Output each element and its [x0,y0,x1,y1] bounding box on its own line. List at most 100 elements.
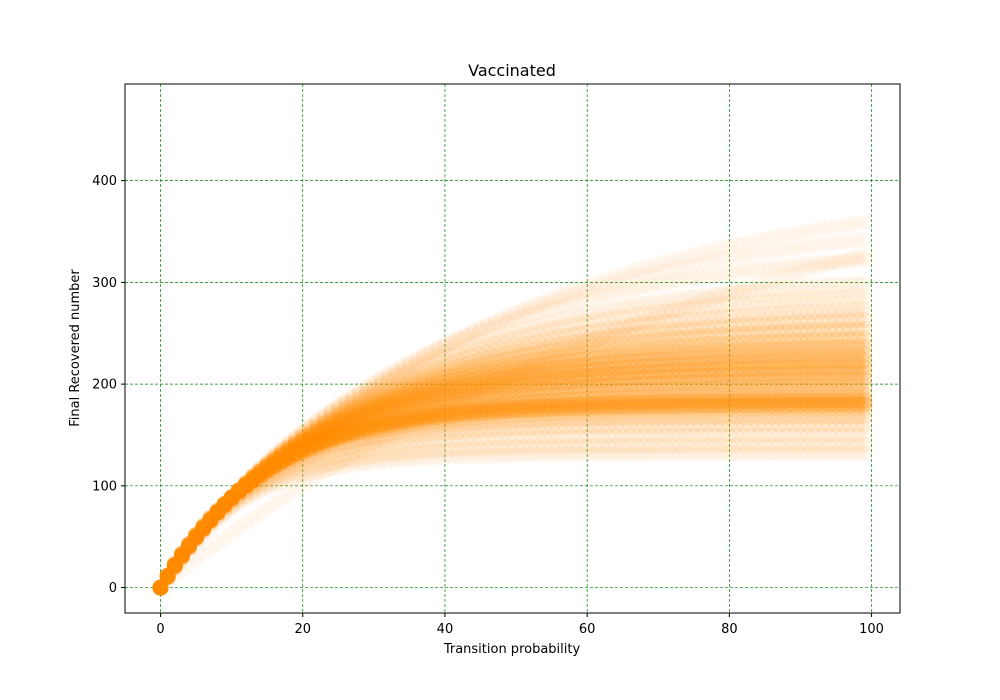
data-point [380,412,397,429]
data-point [671,350,688,367]
data-point [173,545,190,562]
data-point [742,397,759,414]
data-point [508,349,525,366]
data-point [564,294,581,311]
data-point [778,280,795,297]
data-point [550,392,567,409]
data-point [828,372,845,389]
data-point [337,415,354,432]
data-point [764,259,781,276]
data-point [764,372,781,389]
data-point [486,348,503,365]
data-point [429,372,446,389]
data-point [280,438,297,455]
data-point [173,547,190,564]
data-point [842,233,859,250]
data-point [778,292,795,309]
data-point [365,380,382,397]
data-point [515,342,532,359]
data-point [664,337,681,354]
data-point [308,434,325,451]
data-point [195,521,212,538]
data-point [294,427,311,444]
data-point [707,318,724,335]
data-point [806,386,823,403]
data-point [387,386,404,403]
data-point [856,364,873,381]
data-point [764,347,781,364]
data-point [607,348,624,365]
data-point [557,341,574,358]
data-point [685,246,702,263]
data-point [572,368,589,385]
data-point [422,404,439,421]
data-point [429,383,446,400]
data-point [849,364,866,381]
data-point [166,557,183,574]
data-point [486,372,503,389]
data-point [216,496,233,513]
data-point [287,434,304,451]
data-point [820,372,837,389]
data-point [742,360,759,377]
data-point [842,301,859,318]
data-point [785,279,802,296]
data-point [465,383,482,400]
data-point [294,442,311,459]
data-point [358,406,375,423]
data-point [180,538,197,555]
data-point [202,520,219,537]
data-point [408,394,425,411]
data-point [678,388,695,405]
data-point [280,435,297,452]
data-point [465,326,482,343]
data-point [166,561,183,578]
data-point [813,254,830,271]
data-point [692,362,709,379]
data-point [572,324,589,341]
data-point [657,305,674,322]
data-point [643,398,660,415]
data-point [387,366,404,383]
data-point [806,365,823,382]
data-point [600,383,617,400]
data-point [188,530,205,547]
data-point [223,489,240,506]
data-point [486,368,503,385]
data-point [394,409,411,426]
data-point [223,498,240,515]
data-point [522,382,539,399]
data-point [394,392,411,409]
data-point [230,482,247,499]
data-point [301,417,318,434]
data-point [301,420,318,437]
data-point [771,365,788,382]
data-point [209,505,226,522]
data-point [493,315,510,332]
data-point [742,306,759,323]
data-point [700,349,717,366]
y-tick-label: 300 [92,276,117,291]
data-point [294,443,311,460]
data-point [209,504,226,521]
data-point [792,359,809,376]
data-point [273,451,290,468]
data-point [700,373,717,390]
data-point [429,403,446,420]
data-point [408,356,425,373]
data-point [408,351,425,368]
data-point [380,402,397,419]
data-point [451,370,468,387]
data-point [813,338,830,355]
data-point [323,430,340,447]
data-point [287,438,304,455]
data-point [422,374,439,391]
data-point [436,408,453,425]
data-point [180,539,197,556]
data-point [522,306,539,323]
data-point [671,312,688,329]
data-point [372,402,389,419]
data-point [444,348,461,365]
data-point [387,370,404,387]
data-point [849,338,866,355]
